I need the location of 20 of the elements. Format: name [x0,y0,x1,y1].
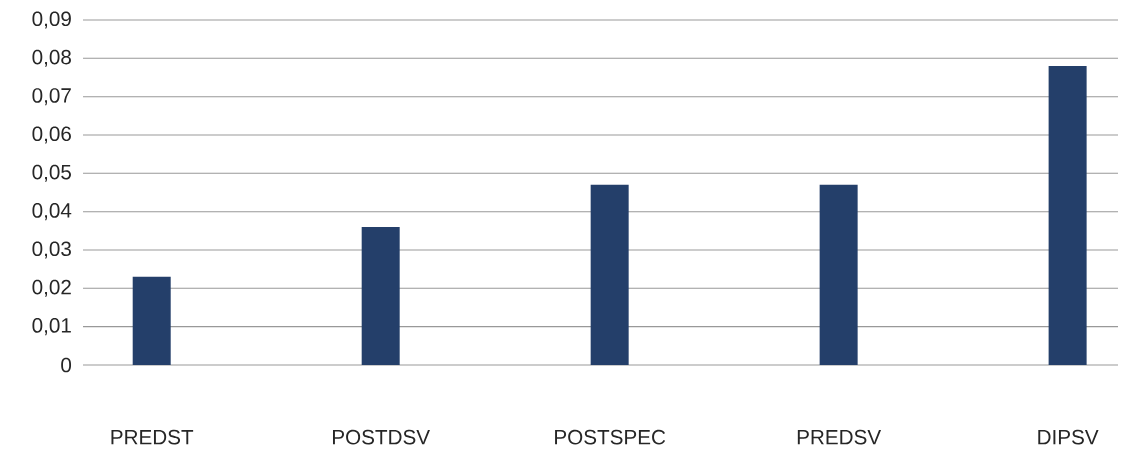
y-tick-label: 0,04 [32,203,72,221]
x-tick-label: PREDSV [797,429,882,445]
y-tick-label: 0,06 [32,126,71,144]
y-tick-label: 0,08 [32,49,71,67]
y-tick-label: 0,05 [32,164,71,182]
y-tick-label: 0 [61,357,72,373]
y-tick-label: 0,02 [32,279,71,297]
y-tick-label: 0,09 [32,11,71,29]
x-tick-label: POSTSPEC [555,429,666,445]
x-tick-label: POSTDSV [333,429,430,445]
bar [819,184,858,365]
bar [132,276,171,365]
x-tick-label: DIPSV [1038,429,1099,445]
bar [361,226,400,365]
y-tick-label: 0,03 [32,241,71,259]
y-tick-label: 0,07 [32,88,71,106]
x-tick-label: PREDST [111,429,194,445]
y-tick-label: 0,01 [32,318,71,336]
bar [1048,66,1087,365]
bar [590,184,629,365]
